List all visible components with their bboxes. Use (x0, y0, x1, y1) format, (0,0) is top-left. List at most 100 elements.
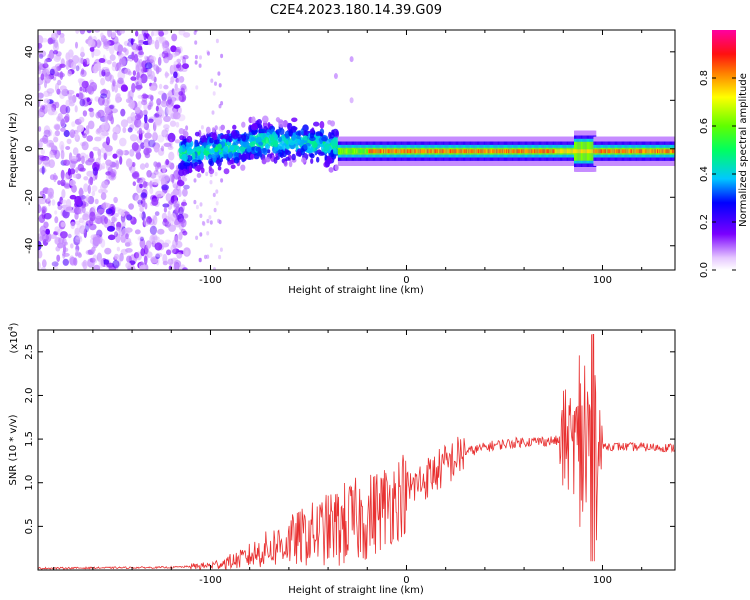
heatmap-cell (65, 146, 71, 150)
heatmap-cell (334, 164, 339, 171)
heatmap-cell (306, 146, 314, 151)
heatmap-cell (108, 172, 117, 181)
heatmap-cell (208, 155, 212, 160)
heatmap-cell (166, 93, 170, 98)
heatmap-cell (225, 141, 232, 146)
heatmap-cell (101, 180, 109, 189)
heatmap-cell (63, 174, 69, 181)
heatmap-cell (207, 51, 210, 56)
heatmap-cell (155, 105, 159, 112)
heatmap-cell (157, 228, 165, 235)
heatmap-cell (115, 233, 121, 244)
heatmap-cell (120, 108, 126, 117)
heatmap-cell (218, 83, 222, 88)
heatmap-cell (157, 147, 165, 156)
heatmap-cell (137, 100, 142, 110)
heatmap-cell (199, 232, 203, 237)
heatmap-cell (117, 44, 124, 53)
y-tick-label: 2.5 (24, 344, 35, 360)
y-tick-label: 20 (24, 94, 35, 107)
heatmap-cell (202, 221, 206, 227)
heatmap-cell (183, 162, 191, 167)
heatmap-cell (151, 198, 159, 206)
heatmap-cell (40, 73, 45, 81)
heatmap-cell (175, 241, 183, 248)
y-tick-label: 1.5 (24, 431, 35, 447)
heatmap-cell (74, 105, 78, 113)
heatmap-cell (288, 160, 293, 168)
heatmap-cell (234, 145, 238, 151)
heatmap-cell (145, 248, 150, 253)
heatmap-cell (157, 134, 165, 143)
heatmap-cell (120, 119, 129, 128)
heatmap-cell (103, 68, 111, 77)
heatmap-cell (58, 35, 65, 44)
heatmap-cell (206, 231, 210, 236)
heatmap-cell (173, 235, 182, 243)
heatmap-cell (53, 136, 59, 143)
heatmap-cell (131, 162, 136, 167)
heatmap-cell (109, 45, 115, 55)
heatmap-cell (144, 62, 153, 70)
heatmap-cell (46, 67, 51, 75)
heatmap-cell (54, 226, 60, 233)
heatmap-cell (214, 171, 218, 177)
heatmap-cell (82, 132, 87, 139)
heatmap-cell (100, 238, 106, 248)
heatmap-cell (214, 81, 217, 86)
heatmap-cell (92, 174, 96, 181)
heatmap-cell (78, 187, 84, 197)
heatmap-cell (228, 135, 233, 143)
heatmap-cell (38, 100, 41, 108)
heatmap-cell (64, 183, 71, 189)
heatmap-cell (69, 179, 76, 186)
heatmap-cell (38, 53, 44, 59)
heatmap-cell (80, 51, 85, 58)
heatmap-cell (54, 124, 61, 131)
heatmap-cell (53, 50, 59, 55)
heatmap-x-ticks: -100 0 100 (53, 30, 643, 286)
heatmap-cell (139, 238, 146, 249)
heatmap-cell (60, 221, 66, 228)
heatmap-cell (109, 54, 116, 61)
heatmap-cell (82, 213, 90, 221)
heatmap-cell (269, 137, 275, 142)
heatmap-cell (135, 251, 143, 261)
heatmap-cell (41, 234, 50, 242)
heatmap-cell (181, 153, 188, 162)
heatmap-cell (145, 240, 152, 249)
heatmap-cell (163, 115, 171, 123)
heatmap-cell (193, 178, 197, 183)
heatmap-cell (93, 264, 101, 270)
heatmap-cell (170, 76, 175, 83)
heatmap-cell (38, 142, 41, 148)
heatmap-cell (75, 65, 80, 72)
heatmap-cell (75, 167, 79, 174)
heatmap-cell (92, 254, 98, 264)
heatmap-cell (160, 192, 165, 197)
heatmap-cell (91, 190, 96, 197)
heatmap-cell (71, 121, 76, 127)
heatmap-cell (309, 132, 315, 139)
heatmap-cell (167, 132, 176, 143)
heatmap-cell (54, 210, 58, 215)
heatmap-cell (118, 226, 125, 237)
heatmap-cell (135, 114, 142, 121)
y-tick-label: 2.0 (24, 388, 35, 404)
heatmap-cell (152, 130, 157, 141)
colorbar-tick-label: 0.8 (699, 70, 710, 86)
heatmap-cell (55, 30, 60, 38)
snr-y-label: SNR (10 * v/v) (8, 414, 19, 485)
heatmap-cell (38, 43, 43, 49)
heatmap-cell (194, 54, 198, 60)
heatmap-cell (215, 189, 219, 194)
x-tick-label: -100 (199, 575, 222, 586)
heatmap-cell (149, 55, 157, 63)
heatmap-cell (165, 193, 172, 202)
heatmap-cell (153, 145, 160, 153)
heatmap-cell (87, 195, 95, 205)
heatmap-x-label: Height of straight line (km) (288, 285, 424, 296)
heatmap-cell (51, 261, 59, 267)
heatmap-cell (161, 99, 167, 104)
heatmap-cell (56, 88, 61, 95)
